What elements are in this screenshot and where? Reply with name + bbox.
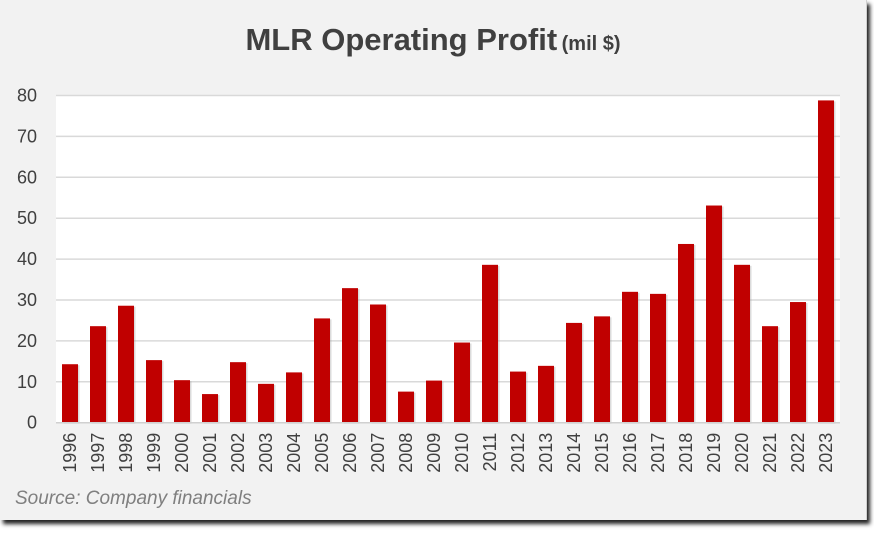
bar [342,288,358,423]
y-tick-label: 60 [17,167,37,187]
x-tick-label: 2008 [396,433,416,473]
bar [566,322,582,423]
bar [454,342,470,423]
x-tick-label: 2016 [620,433,640,473]
bar [706,205,722,423]
chart-card: MLR Operating Profit (mil $) 0 10 20 30 40 50… [0,0,867,520]
x-tick-label: 2000 [172,433,192,473]
bar [230,362,246,423]
bar [174,380,190,423]
bar [622,291,638,423]
bar [258,383,274,423]
x-tick-label: 2017 [648,433,668,473]
x-tick-label: 2023 [816,433,836,473]
bar [510,371,526,423]
bar [538,365,554,423]
x-tick-label: 2022 [788,433,808,473]
bar [286,372,302,423]
bar [426,380,442,423]
x-tick-label: 2014 [564,433,584,473]
x-tick-label: 2015 [592,433,612,473]
bar [482,264,498,423]
y-tick-label: 0 [27,413,37,433]
bar-chart: 0 10 20 30 40 50 60 70 80 1996 1997 1998 1999 2000 200… [17,86,840,473]
bar [818,100,834,423]
chart-title-text: MLR Operating Profit [245,22,558,57]
x-tick-label: 2007 [368,433,388,473]
bar [146,360,162,423]
x-tick-label: 2011 [480,433,500,472]
x-tick-label: 1999 [144,433,164,473]
y-tick-label: 20 [17,331,37,351]
y-tick-label: 10 [17,372,37,392]
bar [790,302,806,423]
y-tick-label: 80 [17,86,37,106]
chart-title-unit: (mil $) [561,33,621,55]
bar [62,364,78,423]
bar [314,318,330,423]
x-tick-label: 2012 [508,433,528,473]
x-tick-label: 2009 [424,433,444,473]
x-tick-label: 2004 [284,433,304,473]
bar [90,326,106,423]
x-tick-label: 2021 [760,433,780,473]
chart-title: MLR Operating Profit (mil $) [0,22,866,58]
bar [678,243,694,423]
x-tick-label: 2018 [676,433,696,473]
x-tick-label: 2013 [536,433,556,473]
source-note: Source: Company financials [15,488,252,509]
bar [734,264,750,423]
bar [594,316,610,423]
bar [370,304,386,423]
x-tick-label: 2010 [452,433,472,473]
bar [762,326,778,423]
bar [202,394,218,423]
x-tick-label: 2019 [704,433,724,473]
bar [118,305,134,423]
x-tick-label: 1997 [88,433,108,473]
x-tick-label: 2020 [732,433,752,473]
y-tick-label: 40 [17,249,37,269]
x-tick-label: 1996 [60,433,80,473]
y-tick-label: 50 [17,208,37,228]
x-tick-label: 2001 [200,433,220,473]
x-tick-label: 1998 [116,433,136,473]
y-tick-label: 30 [17,290,37,310]
x-tick-label: 2002 [228,433,248,473]
bar [650,293,666,423]
x-tick-label: 2006 [340,433,360,473]
x-tick-label: 2003 [256,433,276,473]
bar [398,391,414,423]
y-tick-label: 70 [17,126,37,146]
x-tick-label: 2005 [312,433,332,473]
